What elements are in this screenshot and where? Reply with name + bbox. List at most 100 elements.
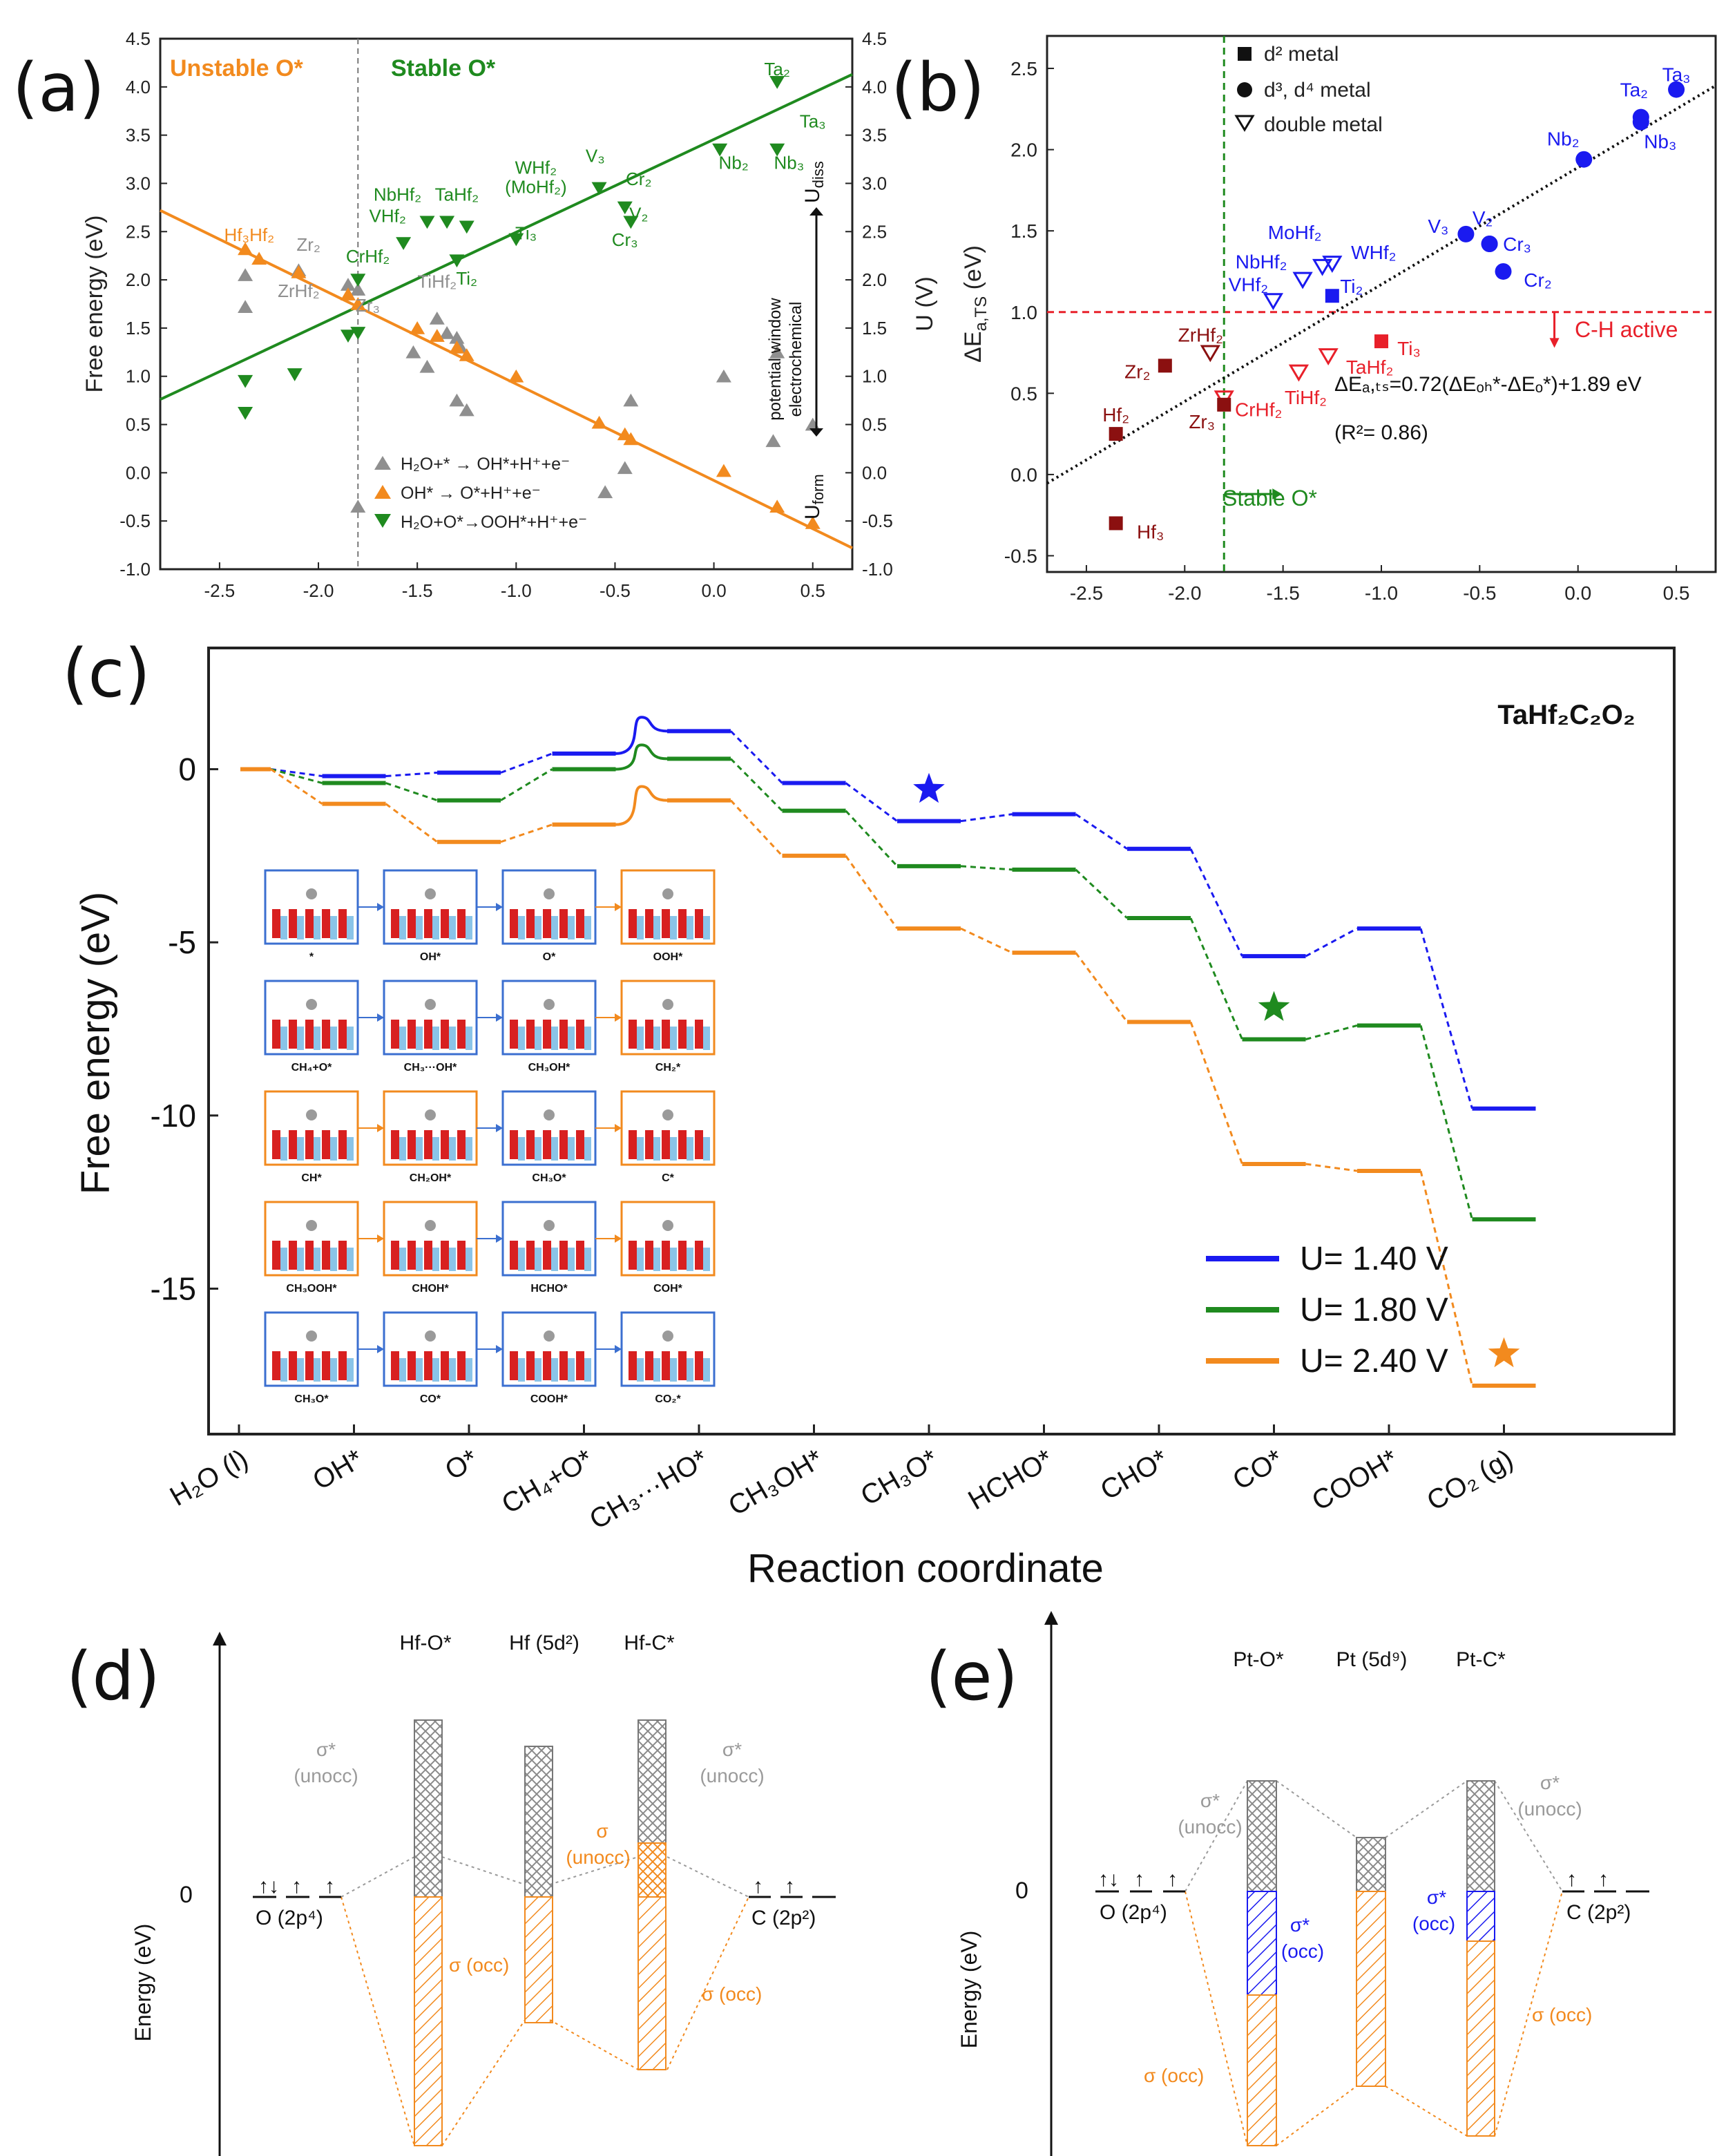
inset-atom-column-2-3-4 — [695, 1130, 703, 1159]
panel-c-xlabel: Reaction coordinate — [747, 1546, 1104, 1591]
e-col-2: Pt-C* — [1456, 1648, 1506, 1671]
inset-base-3-0-3 — [330, 1248, 337, 1271]
compound-label: TaHf₂C₂O₂ — [1497, 700, 1635, 730]
legend-circle — [1237, 82, 1252, 97]
inset-adsorbate-4-0 — [306, 1330, 317, 1342]
e-sigma-star-occ-right: σ* — [1427, 1887, 1446, 1908]
a-ytick-label-6: 2.0 — [126, 269, 151, 290]
b-point-label-15: TiHf₂ — [1285, 387, 1327, 408]
inset-base-4-1-3 — [449, 1358, 456, 1382]
c-connector-s0-5 — [845, 782, 898, 822]
inset-base-4-1-1 — [416, 1358, 423, 1382]
a-annotation-18: Ta₃ — [800, 111, 826, 131]
stable-o-label: Stable O* — [391, 55, 496, 82]
c-connector-s0-10 — [1419, 928, 1473, 1109]
c-xtick-label-1: OH* — [308, 1444, 368, 1496]
inset-label-1-0: CH₄+O* — [291, 1062, 333, 1074]
panel-c-letter: (c) — [62, 635, 151, 712]
inset-base-0-2-0 — [518, 916, 525, 939]
inset-atom-column-0-3-2 — [662, 909, 670, 938]
a-point-s0-7 — [419, 359, 435, 373]
e-ylabel: Energy (eV) — [957, 1931, 981, 2049]
e-c-orbitals: ↑ ↑ C (2p²) — [1562, 1868, 1649, 1924]
inset-atom-column-0-1-2 — [424, 909, 432, 938]
c-connector-s2-6 — [960, 927, 1013, 954]
inset-label-3-1: CHOH* — [412, 1283, 449, 1295]
b-point-label-4: V₃ — [1428, 216, 1448, 237]
a-y2tick-label-10: 4.0 — [862, 77, 887, 97]
inset-base-2-3-1 — [653, 1137, 660, 1161]
inset-atom-column-2-3-0 — [629, 1130, 637, 1159]
inset-atom-column-2-2-3 — [559, 1130, 568, 1159]
legend-square — [1238, 47, 1252, 61]
reaction-pathway-inset: * OH* O* OOH* CH₄+O* CH₃···OH* CH₃OH* CH₂* CH* CH… — [264, 869, 716, 1405]
a-annotation-7: TaHf₂ — [435, 184, 479, 205]
inset-atom-column-4-0-1 — [289, 1351, 297, 1380]
inset-label-3-2: HCHO* — [530, 1283, 568, 1295]
c-xtick-label-3: CH₄+O* — [497, 1444, 598, 1520]
c-xtick-label-4: CH₃···HO* — [584, 1444, 713, 1536]
inset-label-0-2: O* — [543, 951, 556, 963]
e-sigma-occ-left: σ (occ) — [1144, 2065, 1204, 2086]
a-point-s1-10 — [591, 415, 607, 429]
a-y2tick-label-1: -0.5 — [862, 511, 893, 531]
b-point-6 — [1481, 235, 1498, 252]
inset-atom-column-3-1-4 — [457, 1241, 466, 1270]
inset-atom-column-1-3-2 — [662, 1020, 670, 1049]
inset-atom-column-2-1-2 — [424, 1130, 432, 1159]
inset-atom-column-0-2-1 — [526, 909, 535, 938]
inset-atom-column-4-0-3 — [322, 1351, 330, 1380]
inset-adsorbate-2-1 — [425, 1109, 436, 1120]
a-y2tick-label-4: 1.0 — [862, 366, 887, 387]
a-point-s1-2 — [291, 265, 307, 278]
b-xtick-label-4: -0.5 — [1463, 582, 1496, 604]
a-y2tick-label-11: 4.5 — [862, 28, 887, 49]
a-point-s1-6 — [429, 329, 445, 342]
inset-base-1-3-2 — [670, 1027, 677, 1050]
inset-base-3-1-4 — [466, 1248, 472, 1271]
a-point-s2-3 — [340, 330, 356, 343]
c-ytick-label-3: -15 — [151, 1270, 196, 1306]
b-point-12 — [1263, 293, 1284, 311]
svg-text:↑: ↑ — [785, 1875, 795, 1898]
a-ytick-label-2: 0.0 — [126, 462, 151, 483]
c-xtick-label-9: CO* — [1228, 1444, 1288, 1496]
inset-base-1-2-1 — [535, 1027, 541, 1050]
d-c-orbitals: ↑ ↑ C (2p²) — [749, 1875, 836, 1929]
a-point-s2-14 — [623, 216, 639, 229]
e-bar-ptc-sigma — [1466, 1940, 1495, 2137]
inset-base-1-3-3 — [687, 1027, 693, 1050]
d-col-0: Hf-O* — [400, 1632, 452, 1654]
a-point-s2-15 — [712, 143, 728, 157]
inset-base-3-3-1 — [653, 1248, 660, 1271]
inset-base-4-3-1 — [653, 1358, 660, 1382]
inset-base-2-2-0 — [518, 1137, 525, 1161]
window-line2: potential window — [766, 298, 785, 421]
a-xtick-label-5: 0.0 — [702, 580, 727, 601]
inset-atom-column-4-3-3 — [678, 1351, 687, 1380]
inset-base-3-1-1 — [416, 1248, 423, 1271]
inset-atom-column-3-3-3 — [678, 1241, 687, 1270]
a-point-s2-11 — [508, 233, 524, 247]
inset-atom-column-4-1-0 — [391, 1351, 399, 1380]
inset-label-3-3: COH* — [653, 1283, 683, 1295]
a-point-s2-1 — [238, 406, 253, 420]
inset-label-0-3: OOH* — [653, 951, 683, 963]
b-ytick-label-5: 2.0 — [1010, 140, 1037, 161]
svg-text:↑: ↑ — [1566, 1868, 1577, 1891]
inset-atom-column-2-0-2 — [305, 1130, 314, 1159]
a-point-s2-5 — [350, 274, 366, 287]
b-point-label-13: Ti₃ — [1397, 338, 1421, 359]
inset-atom-column-0-2-3 — [559, 909, 568, 938]
e-zero: 0 — [1015, 1878, 1028, 1904]
a-point-s0-11 — [449, 330, 465, 344]
inset-atom-column-0-0-4 — [338, 909, 347, 938]
b-point-label-19: Zr₃ — [1189, 411, 1215, 432]
e-right-orbital: C (2p²) — [1566, 1901, 1631, 1924]
c-connector-s0-7 — [1075, 813, 1128, 850]
a-fit-line-1 — [160, 73, 853, 401]
panel-a: (a) -2.5 -2.0 -1.5 -1.0 -0.5 0.0 0.5 -1.0 -1.0 -0… — [12, 28, 938, 601]
inset-adsorbate-0-0 — [306, 888, 317, 899]
b-point-0 — [1668, 81, 1685, 98]
